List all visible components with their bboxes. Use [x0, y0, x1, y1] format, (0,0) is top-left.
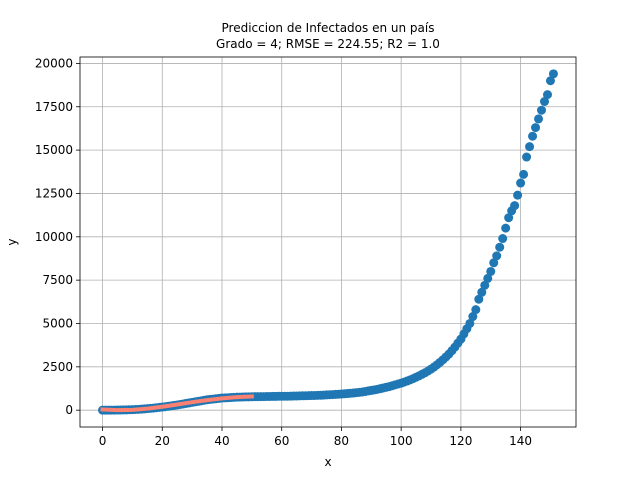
x-tick-label: 80	[334, 434, 349, 448]
scatter-point	[474, 294, 484, 304]
scatter-point	[513, 190, 523, 200]
x-tick-label: 20	[155, 434, 170, 448]
x-tick-label: 100	[390, 434, 413, 448]
scatter-point	[534, 114, 544, 124]
chart-subtitle: Grado = 4; RMSE = 224.55; R2 = 1.0	[216, 37, 440, 51]
scatter-point	[498, 234, 508, 244]
scatter-point	[542, 90, 552, 100]
scatter-point	[480, 280, 490, 290]
scatter-point	[545, 76, 555, 86]
y-tick-label: 0	[65, 403, 73, 417]
scatter-point	[522, 152, 532, 162]
scatter-point	[537, 105, 547, 115]
scatter-point	[495, 242, 505, 252]
x-tick-label: 0	[99, 434, 107, 448]
scatter-point	[468, 312, 478, 322]
scatter-point	[539, 97, 549, 107]
scatter-point	[528, 131, 538, 141]
scatter-point	[525, 142, 535, 152]
y-tick-label: 7500	[42, 273, 73, 287]
y-tick-label: 10000	[35, 230, 73, 244]
x-tick-label: 40	[214, 434, 229, 448]
scatter-point	[492, 251, 502, 261]
chart-title: Prediccion de Infectados en un país	[222, 21, 435, 35]
y-tick-label: 2500	[42, 360, 73, 374]
scatter-point	[489, 258, 499, 268]
scatter-point	[471, 305, 481, 315]
y-axis-label: y	[5, 238, 19, 245]
scatter-point	[504, 213, 514, 223]
y-tick-label: 17500	[35, 100, 73, 114]
scatter-point	[516, 178, 526, 188]
y-tick-label: 15000	[35, 143, 73, 157]
y-tick-label: 12500	[35, 186, 73, 200]
scatter-point	[501, 223, 511, 233]
y-tick-label: 5000	[42, 316, 73, 330]
scatter-point	[548, 69, 558, 79]
scatter-point	[510, 201, 520, 211]
scatter-point	[531, 123, 541, 133]
x-tick-label: 60	[274, 434, 289, 448]
scatter-point	[483, 273, 493, 283]
x-tick-label: 120	[449, 434, 472, 448]
scatter-point	[519, 169, 529, 179]
scatter-point	[465, 318, 475, 328]
x-axis-label: x	[324, 455, 331, 469]
scatter-point	[486, 266, 496, 276]
fit-line	[100, 394, 254, 413]
scatter-point	[477, 287, 487, 297]
y-tick-label: 20000	[35, 56, 73, 70]
axes-frame	[79, 56, 577, 428]
x-tick-label: 140	[509, 434, 532, 448]
